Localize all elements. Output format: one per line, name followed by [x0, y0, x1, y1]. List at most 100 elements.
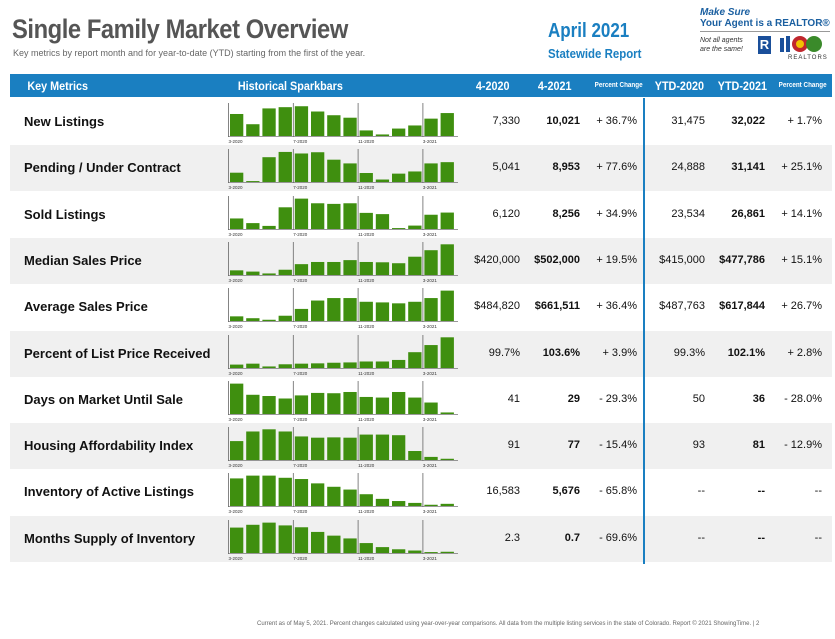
- metric-label: Days on Market Until Sale: [24, 391, 183, 407]
- value-ytd-2020: --: [697, 485, 705, 498]
- sparkbar-axis-label: 7-2020: [293, 463, 308, 468]
- sparkbar-axis-label: 7-2020: [293, 232, 308, 237]
- sparkbar-axis-label: 11-2020: [358, 463, 375, 468]
- sparkbar: [230, 113, 244, 136]
- sparkbar: [392, 435, 406, 461]
- value-percent-change: + 77.6%: [596, 161, 637, 174]
- col-ytd-2021: YTD-2021: [717, 79, 767, 93]
- sparkbar-axis-label: 3-2021: [423, 232, 438, 237]
- metric-row: Days on Market Until Sale 41 29 - 29.3% 50 36…: [10, 377, 832, 423]
- sparkbar-axis-label: 3-2020: [229, 509, 244, 514]
- sparkbar: [278, 206, 292, 229]
- sparkbar: [327, 261, 341, 275]
- sparkbar: [327, 115, 341, 136]
- value-ytd-percent-change: --: [814, 485, 822, 498]
- sparkbar: [278, 363, 292, 368]
- sparkbar: [392, 227, 406, 229]
- realtor-logo: Make Sure Your Agent is a REALTOR® Not a…: [700, 8, 830, 66]
- sparkbar: [262, 365, 276, 368]
- report-month: April 2021: [548, 20, 630, 42]
- sparkbar: [246, 431, 260, 461]
- sparkbar-chart: 3-2020 7-2020 11-2020 3-2021: [228, 519, 458, 561]
- value-ytd-2021: --: [757, 531, 765, 544]
- sparkbar-axis-label: 7-2020: [293, 278, 308, 283]
- value-ytd-2021: 31,141: [731, 161, 765, 174]
- sparkbar: [230, 172, 244, 183]
- metric-row: Sold Listings 6,120 8,256 + 34.9% 23,534 26,8…: [10, 192, 832, 238]
- sparkbar: [408, 503, 422, 507]
- sparkbar-axis-label: 11-2020: [358, 278, 375, 283]
- logo-realtors: REALTORS: [788, 55, 828, 61]
- sparkbar: [230, 270, 244, 275]
- value-ytd-percent-change: + 1.7%: [787, 115, 822, 127]
- sparkbar: [408, 451, 422, 461]
- col-ytd-percent-change: Percent Change: [778, 82, 827, 89]
- sparkbar: [230, 364, 244, 368]
- sparkbar-chart: 3-2020 7-2020 11-2020 3-2021: [228, 195, 458, 237]
- sparkbar-chart: 3-2020 7-2020 11-2020 3-2021: [228, 334, 458, 376]
- value-ytd-2021: $477,786: [719, 253, 765, 266]
- sparkbar: [262, 108, 276, 136]
- value-ytd-percent-change: + 2.8%: [787, 346, 822, 359]
- value-percent-change: - 69.6%: [599, 531, 637, 544]
- table-header: Key Metrics Historical Sparkbars 4-2020 …: [10, 74, 832, 97]
- sparkbar: [262, 157, 276, 183]
- value-ytd-2021: 32,022: [731, 115, 765, 127]
- sparkbar: [359, 396, 373, 414]
- sparkbar: [246, 524, 260, 553]
- sparkbar-axis-label: 3-2020: [229, 371, 244, 376]
- value-ytd-2020: 93: [692, 439, 705, 452]
- sparkbar: [375, 134, 390, 136]
- sparkbar: [278, 525, 292, 553]
- sparkbar: [408, 301, 422, 322]
- sparkbar: [278, 431, 292, 461]
- value-4-2021: 8,256: [552, 207, 580, 220]
- realtor-r-icon: R: [758, 36, 771, 54]
- value-4-2021: 10,021: [546, 115, 580, 127]
- metric-row: Inventory of Active Listings 16,583 5,676 -…: [10, 469, 832, 515]
- value-percent-change: + 3.9%: [602, 346, 637, 359]
- sparkbar: [262, 225, 276, 229]
- sparkbar: [311, 483, 325, 507]
- value-4-2020: 99.7%: [488, 346, 520, 359]
- sparkbar: [424, 298, 438, 322]
- sparkbar-axis-label: 7-2020: [293, 556, 308, 561]
- sparkbar-axis-label: 7-2020: [293, 371, 308, 376]
- sparkbar: [440, 244, 454, 275]
- value-ytd-percent-change: + 25.1%: [781, 161, 822, 174]
- sparkbar: [294, 479, 309, 507]
- value-ytd-2020: 23,534: [671, 207, 705, 220]
- value-4-2021: 8,953: [552, 161, 580, 174]
- value-ytd-percent-change: - 12.9%: [784, 439, 822, 452]
- sparkbar: [424, 163, 438, 183]
- sparkbar-axis-label: 7-2020: [293, 185, 308, 190]
- sparkbar: [440, 113, 454, 136]
- value-ytd-2020: --: [697, 531, 705, 544]
- col-key-metrics: Key Metrics: [27, 79, 89, 93]
- sparkbar: [343, 437, 357, 461]
- sparkbar: [343, 117, 357, 136]
- value-4-2020: 2.3: [504, 531, 520, 544]
- sparkbar-axis-label: 3-2021: [423, 509, 438, 514]
- sparkbar: [424, 344, 438, 368]
- logo-tagline: Not all agents are the same!: [700, 37, 743, 53]
- sparkbar-axis-label: 3-2020: [229, 324, 244, 329]
- sparkbar: [343, 361, 357, 368]
- sparkbar-axis-label: 3-2020: [229, 556, 244, 561]
- sparkbar-axis-label: 3-2021: [423, 417, 438, 422]
- sparkbar-axis-label: 3-2021: [423, 324, 438, 329]
- sparkbar: [375, 397, 390, 414]
- sparkbar: [230, 218, 244, 229]
- sparkbar: [262, 319, 276, 322]
- sparkbar: [440, 290, 454, 322]
- value-ytd-percent-change: --: [814, 531, 822, 544]
- col-sparkbars: Historical Sparkbars: [237, 79, 343, 93]
- value-percent-change: + 34.9%: [596, 207, 637, 220]
- metric-row: Percent of List Price Received 99.7% 103.6…: [10, 330, 832, 377]
- sparkbar: [359, 494, 373, 507]
- sparkbar: [262, 395, 276, 414]
- sparkbar: [311, 300, 325, 322]
- sparkbar: [294, 363, 309, 368]
- sparkbar: [424, 250, 438, 275]
- col-ytd-2020: YTD-2020: [654, 79, 704, 93]
